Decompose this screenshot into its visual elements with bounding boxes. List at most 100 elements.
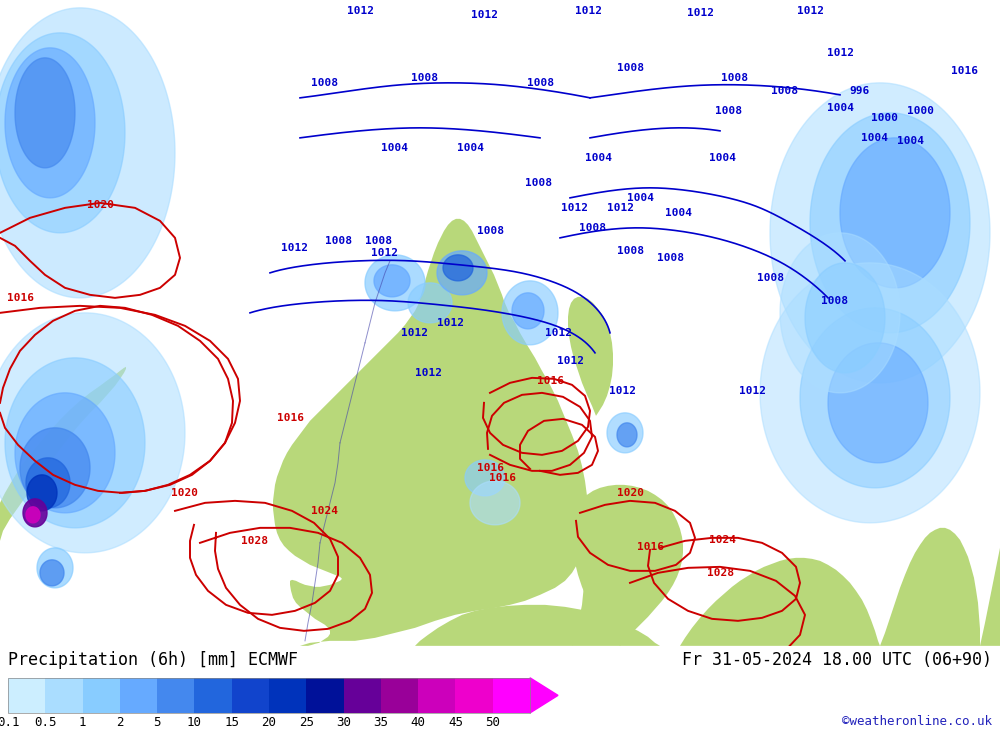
Text: 1012: 1012	[556, 356, 584, 366]
Text: 1016: 1016	[536, 376, 564, 386]
Text: 996: 996	[850, 86, 870, 96]
Text: 1020: 1020	[87, 200, 114, 210]
Text: 1008: 1008	[616, 246, 644, 256]
Polygon shape	[408, 283, 452, 323]
Polygon shape	[760, 263, 980, 523]
Text: 15: 15	[224, 716, 239, 729]
Text: 50: 50	[485, 716, 500, 729]
Text: 1012: 1012	[686, 8, 714, 18]
Polygon shape	[443, 255, 473, 281]
Polygon shape	[0, 33, 125, 233]
Polygon shape	[512, 293, 544, 329]
Polygon shape	[800, 308, 950, 488]
Text: 1028: 1028	[242, 536, 268, 546]
Bar	[83, 678, 120, 713]
Text: 1008: 1008	[714, 106, 742, 116]
Bar	[344, 678, 381, 713]
Text: 1012: 1012	[606, 203, 634, 213]
Text: 1000: 1000	[872, 113, 898, 123]
Polygon shape	[780, 233, 900, 393]
Polygon shape	[880, 528, 980, 646]
Bar	[418, 678, 455, 713]
Text: 1012: 1012	[740, 386, 767, 396]
Polygon shape	[415, 605, 660, 646]
Polygon shape	[465, 460, 505, 496]
Text: 1004: 1004	[862, 133, 889, 143]
Bar	[306, 678, 344, 713]
Polygon shape	[20, 428, 90, 508]
Polygon shape	[530, 678, 558, 713]
Polygon shape	[23, 499, 47, 527]
Polygon shape	[0, 366, 126, 541]
Text: 1004: 1004	[584, 153, 612, 163]
Text: 1012: 1012	[608, 386, 636, 396]
Text: 2: 2	[116, 716, 124, 729]
Text: 1008: 1008	[412, 73, 438, 83]
Text: 1008: 1008	[757, 273, 784, 283]
Polygon shape	[5, 48, 95, 198]
Text: 1012: 1012	[436, 318, 464, 328]
Text: 1012: 1012	[826, 48, 854, 58]
Polygon shape	[840, 138, 950, 288]
Text: 1000: 1000	[906, 106, 934, 116]
Bar	[194, 678, 232, 713]
Polygon shape	[680, 558, 880, 646]
Text: 1008: 1008	[477, 226, 504, 236]
Text: 1004: 1004	[456, 143, 484, 153]
Text: 1008: 1008	[722, 73, 748, 83]
Polygon shape	[828, 343, 928, 463]
Polygon shape	[26, 458, 70, 508]
Bar	[493, 678, 530, 713]
Text: 1016: 1016	[7, 293, 34, 303]
Bar	[381, 678, 418, 713]
Text: 25: 25	[299, 716, 314, 729]
Polygon shape	[26, 507, 40, 523]
Text: 0.1: 0.1	[0, 716, 19, 729]
Bar	[120, 678, 157, 713]
Text: 1024: 1024	[708, 535, 736, 545]
Polygon shape	[15, 58, 75, 168]
Text: 45: 45	[448, 716, 463, 729]
Bar	[8, 678, 45, 713]
Polygon shape	[770, 83, 990, 383]
Polygon shape	[365, 255, 425, 311]
Text: 1020: 1020	[616, 488, 644, 498]
Text: 1012: 1012	[472, 10, 498, 20]
Text: 1012: 1012	[415, 368, 442, 377]
Text: 1008: 1008	[524, 178, 552, 188]
Polygon shape	[810, 113, 970, 333]
Polygon shape	[470, 481, 520, 525]
Text: 1: 1	[79, 716, 86, 729]
Text: 1012: 1012	[796, 6, 824, 16]
Text: 1008: 1008	[772, 86, 798, 96]
Polygon shape	[374, 265, 410, 297]
Text: 5: 5	[153, 716, 161, 729]
Text: 1012: 1012	[562, 203, 588, 213]
Bar	[269, 678, 306, 713]
Text: 1008: 1008	[324, 236, 352, 246]
Text: 1020: 1020	[172, 488, 198, 498]
Polygon shape	[607, 413, 643, 453]
Text: 10: 10	[187, 716, 202, 729]
Polygon shape	[805, 263, 885, 373]
Polygon shape	[980, 548, 1000, 646]
Text: 1012: 1012	[282, 243, 308, 253]
Text: 1008: 1008	[656, 253, 684, 263]
Polygon shape	[0, 8, 175, 298]
Text: 1008: 1008	[580, 223, 606, 233]
Text: 1012: 1012	[402, 328, 428, 338]
Polygon shape	[37, 548, 73, 588]
Text: Fr 31-05-2024 18.00 UTC (06+90): Fr 31-05-2024 18.00 UTC (06+90)	[682, 651, 992, 668]
Text: 1004: 1004	[826, 103, 854, 113]
Polygon shape	[502, 281, 558, 345]
Text: 1008: 1008	[526, 78, 554, 88]
Polygon shape	[5, 358, 145, 528]
Text: 40: 40	[411, 716, 426, 729]
Bar	[455, 678, 493, 713]
Polygon shape	[570, 493, 614, 646]
Text: 1016: 1016	[952, 66, 978, 75]
Text: 1016: 1016	[637, 542, 664, 552]
Text: 1008: 1008	[312, 78, 338, 88]
Polygon shape	[0, 313, 185, 553]
Text: 1012: 1012	[372, 248, 398, 258]
